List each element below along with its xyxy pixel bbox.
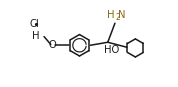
Text: H: H	[107, 11, 114, 21]
Text: O: O	[49, 40, 56, 50]
Text: 2: 2	[115, 13, 120, 22]
Text: HO: HO	[104, 45, 119, 55]
Text: N: N	[118, 11, 126, 21]
Text: H: H	[32, 31, 40, 41]
Text: Cl: Cl	[30, 19, 40, 29]
